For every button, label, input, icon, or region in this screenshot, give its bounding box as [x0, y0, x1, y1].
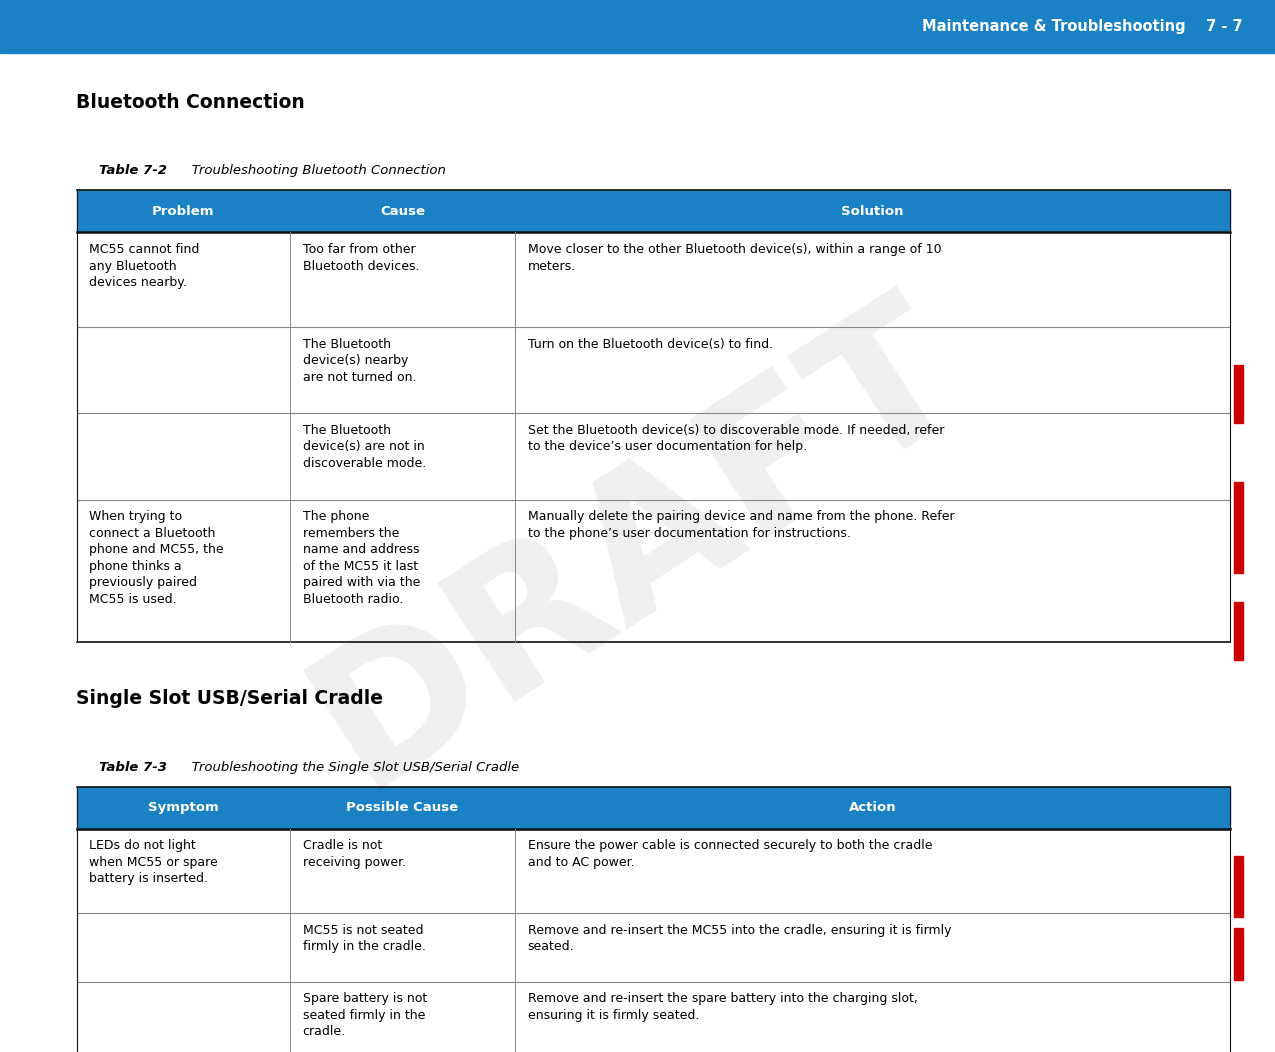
Text: The Bluetooth
device(s) nearby
are not turned on.: The Bluetooth device(s) nearby are not t…: [302, 338, 416, 384]
Text: Manually delete the pairing device and name from the phone. Refer
to the phone’s: Manually delete the pairing device and n…: [528, 510, 955, 540]
Bar: [76, 787, 289, 829]
Bar: [1234, 856, 1243, 917]
Text: Move closer to the other Bluetooth device(s), within a range of 10
meters.: Move closer to the other Bluetooth devic…: [528, 243, 941, 272]
Bar: [1234, 482, 1243, 573]
Text: When trying to
connect a Bluetooth
phone and MC55, the
phone thinks a
previously: When trying to connect a Bluetooth phone…: [89, 510, 224, 606]
Bar: [0, 0, 1275, 53]
Text: Troubleshooting Bluetooth Connection: Troubleshooting Bluetooth Connection: [179, 164, 445, 177]
Text: Symptom: Symptom: [148, 802, 218, 814]
Text: MC55 is not seated
firmly in the cradle.: MC55 is not seated firmly in the cradle.: [302, 924, 426, 953]
Text: Remove and re-insert the MC55 into the cradle, ensuring it is firmly
seated.: Remove and re-insert the MC55 into the c…: [528, 924, 951, 953]
Text: Set the Bluetooth device(s) to discoverable mode. If needed, refer
to the device: Set the Bluetooth device(s) to discovera…: [528, 424, 944, 453]
Bar: [515, 787, 1230, 829]
Text: Remove and re-insert the spare battery into the charging slot,
ensuring it is fi: Remove and re-insert the spare battery i…: [528, 992, 918, 1021]
Text: Troubleshooting the Single Slot USB/Serial Cradle: Troubleshooting the Single Slot USB/Seri…: [179, 761, 519, 773]
Text: The Bluetooth
device(s) are not in
discoverable mode.: The Bluetooth device(s) are not in disco…: [302, 424, 426, 470]
Text: Action: Action: [849, 802, 896, 814]
Text: The phone
remembers the
name and address
of the MC55 it last
paired with via the: The phone remembers the name and address…: [302, 510, 419, 606]
Text: Spare battery is not
seated firmly in the
cradle.: Spare battery is not seated firmly in th…: [302, 992, 427, 1038]
Bar: [76, 190, 289, 232]
Bar: [289, 190, 515, 232]
Text: Maintenance & Troubleshooting    7 - 7: Maintenance & Troubleshooting 7 - 7: [923, 19, 1243, 34]
Text: Table 7-3: Table 7-3: [99, 761, 167, 773]
Text: Cradle is not
receiving power.: Cradle is not receiving power.: [302, 839, 405, 869]
Text: DRAFT: DRAFT: [282, 270, 993, 824]
Text: LEDs do not light
when MC55 or spare
battery is inserted.: LEDs do not light when MC55 or spare bat…: [89, 839, 218, 886]
Bar: [515, 190, 1230, 232]
Bar: [289, 787, 515, 829]
Text: Cause: Cause: [380, 205, 425, 218]
Bar: [1234, 928, 1243, 980]
Text: Solution: Solution: [842, 205, 904, 218]
Text: Too far from other
Bluetooth devices.: Too far from other Bluetooth devices.: [302, 243, 419, 272]
Text: Problem: Problem: [152, 205, 214, 218]
Text: Turn on the Bluetooth device(s) to find.: Turn on the Bluetooth device(s) to find.: [528, 338, 773, 350]
Text: MC55 cannot find
any Bluetooth
devices nearby.: MC55 cannot find any Bluetooth devices n…: [89, 243, 200, 289]
Bar: [1234, 365, 1243, 423]
Text: Possible Cause: Possible Cause: [347, 802, 459, 814]
Bar: [1234, 602, 1243, 660]
Text: Single Slot USB/Serial Cradle: Single Slot USB/Serial Cradle: [76, 689, 384, 708]
Text: Bluetooth Connection: Bluetooth Connection: [76, 93, 305, 112]
Text: Table 7-2: Table 7-2: [99, 164, 167, 177]
Text: Ensure the power cable is connected securely to both the cradle
and to AC power.: Ensure the power cable is connected secu…: [528, 839, 932, 869]
